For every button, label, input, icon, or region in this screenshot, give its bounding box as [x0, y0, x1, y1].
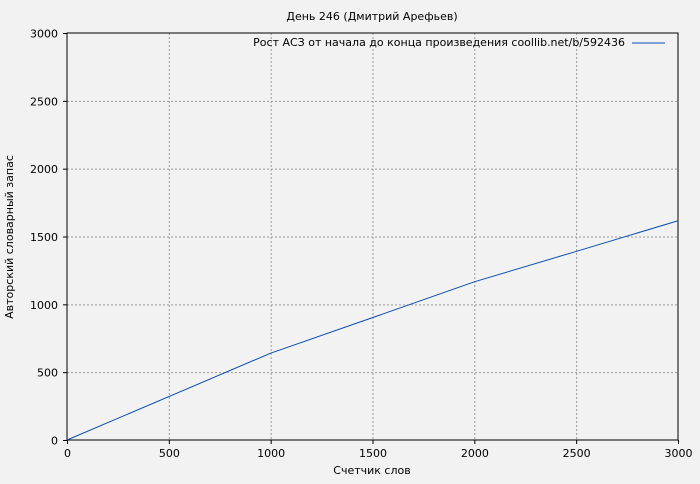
y-tick-label: 500 — [37, 367, 58, 380]
y-tick-label: 2500 — [30, 95, 58, 108]
x-tick-label: 2000 — [461, 447, 489, 460]
grid — [67, 33, 678, 440]
plot-frame — [66, 32, 679, 441]
y-tick-label: 2000 — [30, 163, 58, 176]
x-axis-label: Счетчик слов — [333, 464, 410, 477]
x-tick-label: 500 — [159, 447, 180, 460]
x-tick-label: 3000 — [665, 447, 693, 460]
x-tick-label: 2500 — [563, 447, 591, 460]
y-tick-label: 1000 — [30, 299, 58, 312]
x-tick-label: 1000 — [257, 447, 285, 460]
y-axis-label: Авторский словарный запас — [3, 155, 16, 319]
ticks: 0 500 1000 1500 2000 2500 3000 0 500 1000 1500 2000… — [30, 28, 693, 461]
legend: Рост АСЗ от начала до конца произведения… — [253, 36, 665, 49]
y-tick-label: 1500 — [30, 231, 58, 244]
y-tick-label: 0 — [51, 435, 58, 448]
series — [66, 220, 679, 441]
chart-title: День 246 (Дмитрий Арефьев) — [286, 10, 457, 23]
y-tick-label: 3000 — [30, 28, 58, 41]
legend-label: Рост АСЗ от начала до конца произведения… — [253, 36, 625, 49]
x-tick-label: 1500 — [359, 447, 387, 460]
series-line — [66, 220, 679, 441]
x-tick-label: 0 — [64, 447, 71, 460]
